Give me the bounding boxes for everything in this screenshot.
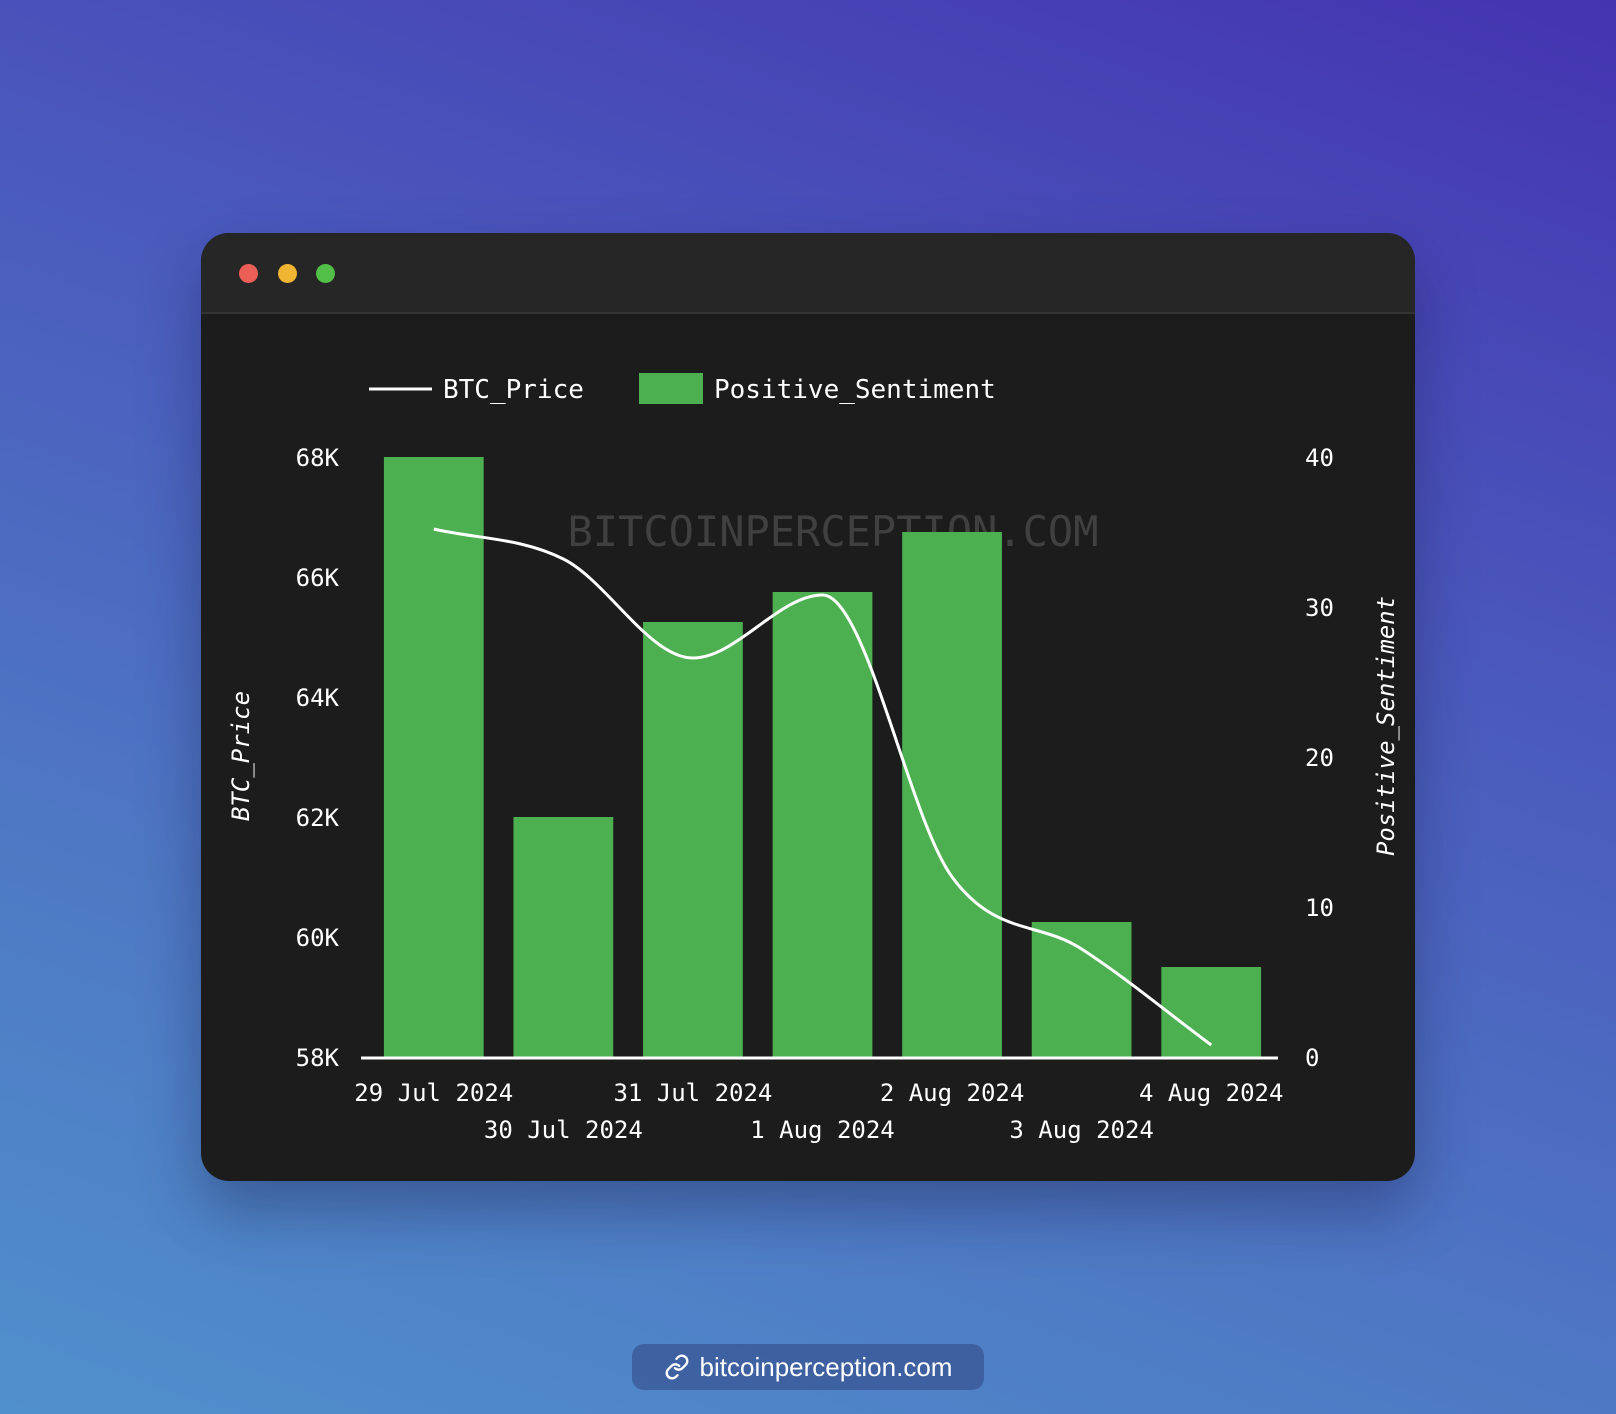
legend-label-btc-price: BTC_Price — [443, 375, 584, 405]
link-icon — [665, 1354, 688, 1380]
title-bar — [201, 233, 1415, 314]
bar-7 — [1161, 967, 1262, 1057]
y-tick-label: 62K — [296, 804, 340, 832]
bar-5 — [902, 532, 1002, 1057]
minimize-button[interactable] — [278, 264, 297, 283]
bar-2 — [513, 817, 614, 1057]
btc-price-line — [433, 527, 1213, 1047]
x-tick-label: 30 Jul 2024 — [484, 1116, 643, 1144]
x-tick-label: 1 Aug 2024 — [750, 1116, 895, 1144]
footer-link-text: bitcoinperception.com — [699, 1351, 953, 1382]
y2-tick-label: 30 — [1305, 594, 1334, 622]
y-tick-label: 64K — [296, 684, 340, 712]
y2-axis-title: Positive_Sentiment — [1372, 596, 1400, 856]
x-tick-label: 3 Aug 2024 — [1009, 1116, 1154, 1144]
y-tick-label: 66K — [296, 564, 340, 592]
x-tick-label: 4 Aug 2024 — [1139, 1079, 1284, 1107]
y2-tick-label: 40 — [1305, 444, 1334, 472]
bar-4 — [772, 592, 873, 1057]
y2-tick-label: 0 — [1305, 1044, 1319, 1072]
y2-tick-label: 10 — [1305, 894, 1334, 922]
bar-3 — [643, 622, 743, 1057]
legend-label-positive-sentiment: Positive_Sentiment — [714, 375, 996, 405]
x-tick-label: 31 Jul 2024 — [613, 1079, 772, 1107]
x-tick-label: 2 Aug 2024 — [880, 1079, 1025, 1107]
x-tick-label: 29 Jul 2024 — [354, 1079, 513, 1107]
app-window: BITCOINPERCEPTION.COM 58K 60K 62K 64K 66K 68K 0… — [201, 233, 1415, 1181]
maximize-button[interactable] — [316, 264, 335, 283]
y-tick-label: 60K — [296, 924, 340, 952]
bar-1 — [383, 457, 484, 1057]
y-tick-label: 68K — [296, 444, 340, 472]
y-axis-title: BTC_Price — [227, 691, 255, 821]
watermark: BITCOINPERCEPTION.COM — [567, 507, 1098, 556]
bar-6 — [1031, 922, 1132, 1057]
y2-tick-label: 20 — [1305, 744, 1334, 772]
legend-bar-swatch — [639, 373, 703, 404]
close-button[interactable] — [239, 264, 258, 283]
y-tick-label: 58K — [296, 1044, 340, 1072]
footer-link[interactable]: bitcoinperception.com — [632, 1344, 984, 1390]
chart: BITCOINPERCEPTION.COM 58K 60K 62K 64K 66K 68K 0… — [227, 373, 1400, 1144]
